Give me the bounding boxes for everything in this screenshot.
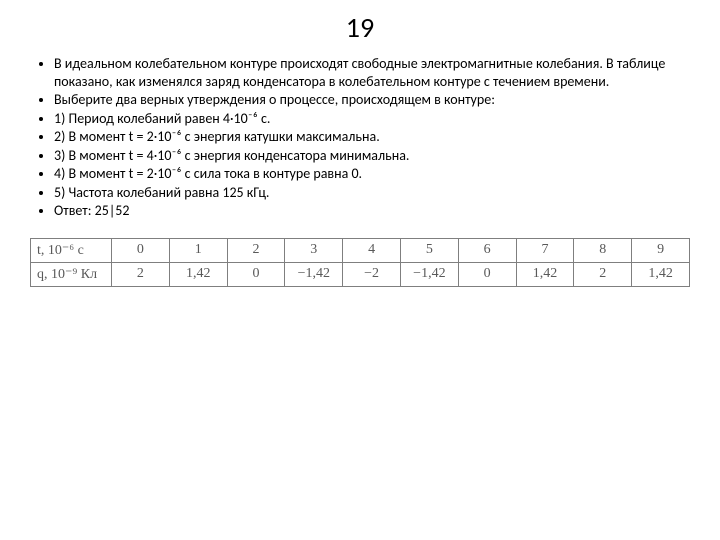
list-item: В идеальном колебательном контуре происх… bbox=[54, 55, 690, 90]
table-cell: 6 bbox=[458, 238, 516, 262]
list-item: 4) В момент t = 2·10⁻⁶ с сила тока в кон… bbox=[54, 165, 690, 183]
row-header-t: t, 10⁻⁶ с bbox=[31, 238, 112, 262]
table-cell: 2 bbox=[112, 262, 170, 286]
list-item: 5) Частота колебаний равна 125 кГц. bbox=[54, 184, 690, 202]
list-item: 1) Период колебаний равен 4·10⁻⁶ с. bbox=[54, 110, 690, 128]
table-cell: 1,42 bbox=[516, 262, 574, 286]
table-cell: 4 bbox=[343, 238, 401, 262]
bullet-list: В идеальном колебательном контуре происх… bbox=[30, 55, 690, 220]
slide: 19 В идеальном колебательном контуре про… bbox=[0, 0, 720, 540]
list-item: 2) В момент t = 2·10⁻⁶ с энергия катушки… bbox=[54, 128, 690, 146]
table-cell: 0 bbox=[458, 262, 516, 286]
table-cell: 7 bbox=[516, 238, 574, 262]
table-cell: −2 bbox=[343, 262, 401, 286]
table-cell: 1 bbox=[169, 238, 227, 262]
row-header-q: q, 10⁻⁹ Кл bbox=[31, 262, 112, 286]
table-cell: 9 bbox=[632, 238, 690, 262]
list-item: Ответ: 25|52 bbox=[54, 202, 690, 220]
table-cell: 0 bbox=[227, 262, 285, 286]
table-cell: −1,42 bbox=[400, 262, 458, 286]
table-cell: 3 bbox=[285, 238, 343, 262]
table-row: q, 10⁻⁹ Кл 2 1,42 0 −1,42 −2 −1,42 0 1,4… bbox=[31, 262, 690, 286]
table-cell: 2 bbox=[574, 262, 632, 286]
table-cell: 2 bbox=[227, 238, 285, 262]
table-cell: 1,42 bbox=[169, 262, 227, 286]
list-item: 3) В момент t = 4·10⁻⁶ с энергия конденс… bbox=[54, 147, 690, 165]
table-cell: 0 bbox=[112, 238, 170, 262]
table-cell: 8 bbox=[574, 238, 632, 262]
table-row: t, 10⁻⁶ с 0 1 2 3 4 5 6 7 8 9 bbox=[31, 238, 690, 262]
list-item: Выберите два верных утверждения о процес… bbox=[54, 91, 690, 109]
table-cell: 1,42 bbox=[632, 262, 690, 286]
table-cell: 5 bbox=[400, 238, 458, 262]
table-cell: −1,42 bbox=[285, 262, 343, 286]
slide-title: 19 bbox=[30, 10, 690, 45]
data-table: t, 10⁻⁶ с 0 1 2 3 4 5 6 7 8 9 q, 10⁻⁹ Кл… bbox=[30, 238, 690, 287]
